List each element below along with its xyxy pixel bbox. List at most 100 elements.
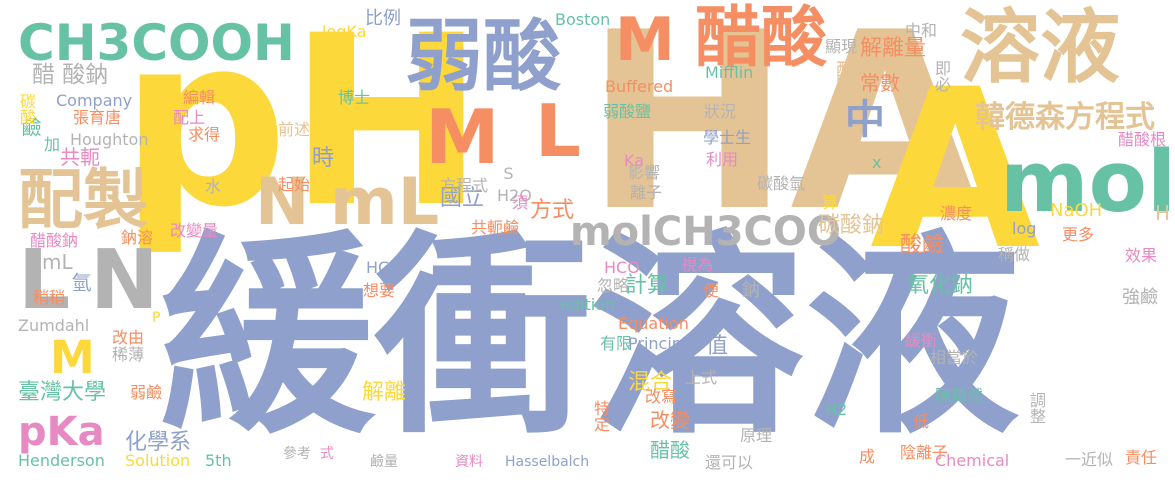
word-item: 求得 (188, 125, 221, 144)
word-item: Henderson (18, 451, 105, 470)
word-item: 配製 (18, 163, 149, 238)
word-item: 效果 (1125, 246, 1158, 265)
word-item: 方程式 (440, 176, 489, 195)
word-item: 參考 (283, 446, 311, 462)
word-item: Hasselbalch (505, 454, 590, 470)
word-item: 稀薄 (112, 345, 145, 364)
word-item: 強鹼 (1122, 287, 1158, 308)
word-item: S (499, 164, 518, 183)
word-item: 碳酸 (17, 93, 36, 125)
word-item: 方式 (530, 198, 575, 223)
word-item: 比例 (365, 8, 401, 29)
word-item: 改變量 (170, 221, 219, 240)
word-item: 離子 (630, 183, 663, 202)
word-item: HCO (604, 258, 640, 277)
word-item: A (870, 42, 1041, 298)
word-item: 混合 (628, 370, 673, 395)
word-item: 中和 (905, 21, 938, 40)
word-item: pH (120, 0, 485, 259)
word-item: 鹼 (18, 117, 42, 137)
word-item: mL (42, 250, 73, 274)
word-item: 稍稍 (33, 288, 66, 307)
word-item: Zumdahl (18, 316, 90, 335)
word-item: 共軛鹼 (471, 218, 520, 237)
word-item: mol (1000, 133, 1175, 232)
word-item: logKa (322, 22, 367, 41)
word-item: M (425, 93, 500, 181)
word-item: L (18, 233, 71, 328)
word-item: 值 (706, 334, 729, 359)
word-item: 特定 (591, 400, 610, 432)
word-item: 水 (202, 178, 221, 194)
word-item: 影響 (628, 163, 661, 182)
word-item: 陰離子 (900, 443, 949, 462)
word-item: 5th (205, 451, 232, 470)
word-item: 弱鹼 (130, 383, 163, 402)
word-item: 上式 (685, 368, 718, 387)
word-item: M (615, 5, 675, 75)
word-item: Boston (555, 10, 611, 29)
word-item: 編輯 (183, 88, 216, 107)
word-item: 顯現 (825, 37, 858, 56)
word-item: 弱酸 (405, 12, 562, 102)
word-item: L (535, 89, 581, 173)
word-item: 氧化鈉 (907, 273, 974, 298)
word-item: mL (330, 165, 440, 240)
word-item: 學士生 (703, 128, 752, 147)
word-item: 起始 (278, 175, 311, 194)
word-item: Principles (628, 334, 705, 353)
word-item: edition (560, 295, 616, 314)
word-item: 時 (312, 146, 335, 171)
word-item: 還可以 (705, 453, 754, 472)
word-item: molCH3COO (570, 209, 841, 255)
word-item: HCl (366, 258, 394, 277)
word-item: 醋 酸鈉 (32, 62, 109, 88)
word-item: 更多 (1062, 225, 1095, 244)
word-item: 低 (913, 412, 930, 431)
word-item: 碳酸鈉 (818, 213, 885, 238)
word-item: 有限 (600, 334, 633, 353)
word-item: 前述 (278, 120, 311, 139)
word-item: Buffered (605, 77, 674, 96)
word-item: 相當於 (930, 348, 979, 367)
word-item: 責任 (1125, 448, 1158, 467)
word-item: Company (56, 91, 133, 110)
word-item: 一近似 (1065, 450, 1114, 469)
word-item: H (1155, 201, 1171, 225)
word-item: 化學系 (125, 430, 192, 455)
word-item: 緩衝 (905, 331, 938, 350)
word-item: 博士 (338, 88, 371, 107)
word-item: 濃度 (940, 204, 973, 223)
word-item: H2O (497, 186, 532, 205)
word-item: 氫 (68, 272, 92, 292)
word-item: x (872, 153, 882, 172)
word-item: 計算 (625, 273, 670, 298)
word-item: Chemical (935, 451, 1010, 470)
word-item: 醋酸鈉 (30, 231, 79, 250)
word-item: 韓德森 (975, 100, 1065, 135)
word-item: 忽略 (597, 276, 630, 295)
word-item: 配上 (173, 108, 206, 127)
word-item: 碳酸氫 (757, 174, 806, 193)
word-item: 張育唐 (73, 108, 122, 127)
word-item: 改寫 (645, 387, 678, 406)
word-item: 臺灣大學 (18, 380, 107, 405)
word-item: 溶液 (960, 1, 1120, 94)
word-item: 酸鹼 (900, 233, 945, 258)
word-item: 鈉溶 (121, 228, 154, 247)
word-item: 便 (700, 282, 719, 298)
word-item: log (1012, 219, 1037, 238)
word-item: 陳藹然 (935, 386, 984, 405)
word-item: 利用 (706, 150, 739, 169)
word-item: 加 (41, 136, 60, 152)
word-item: 調整 (1027, 392, 1046, 424)
word-item: 醋酸根 (1118, 130, 1167, 149)
word-item: CH3COOH (18, 14, 295, 72)
word-item: 須 (509, 194, 528, 210)
word-item: 醋酸 (650, 438, 690, 462)
word-item: 解離 (362, 380, 407, 405)
word-item: pKa (18, 409, 105, 455)
word-item: 算 (819, 194, 838, 210)
word-item: 共軛 (60, 145, 100, 169)
